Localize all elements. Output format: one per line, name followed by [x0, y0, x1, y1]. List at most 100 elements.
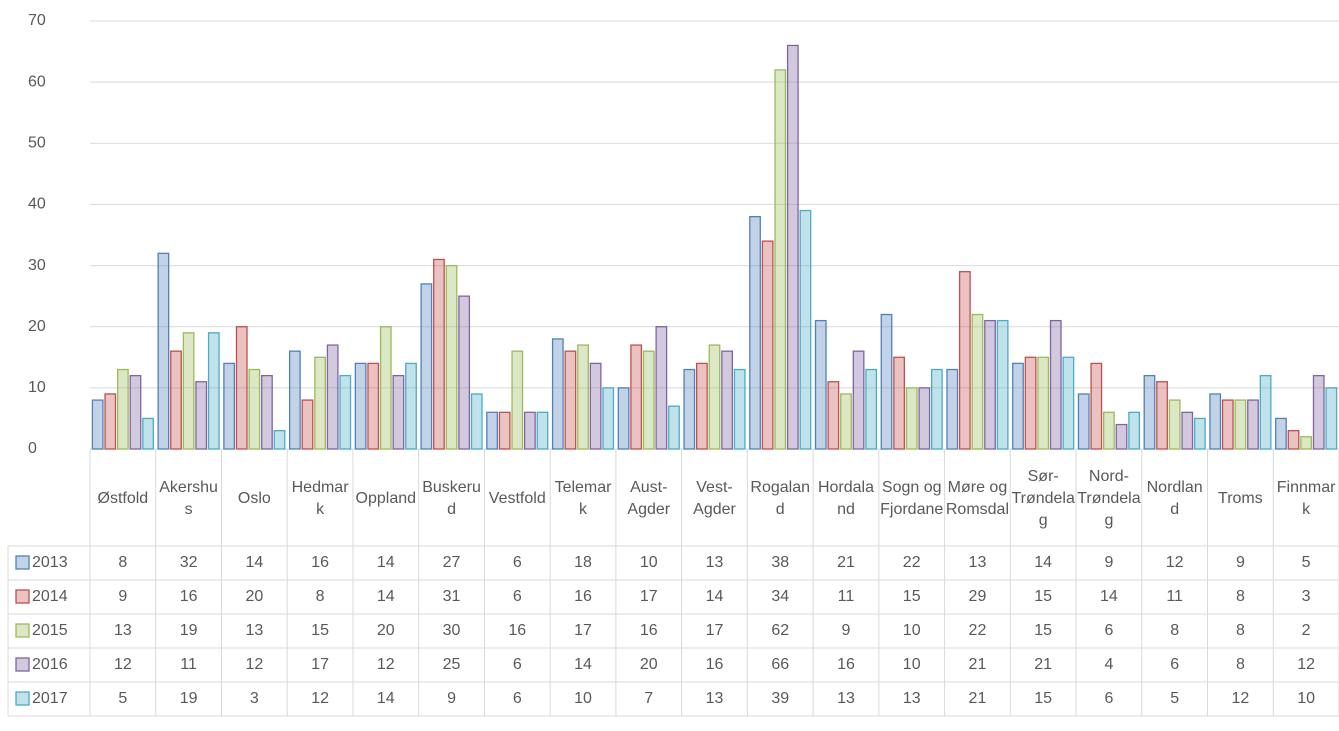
table-value: 22 — [903, 554, 921, 571]
bar — [1275, 417, 1287, 450]
table-value: 6 — [513, 656, 522, 673]
bar — [523, 411, 536, 450]
bar — [918, 387, 931, 450]
bar — [223, 362, 236, 450]
bar — [1259, 374, 1272, 450]
table-value: 17 — [706, 622, 724, 639]
bar — [589, 362, 602, 450]
table-value: 10 — [903, 656, 921, 673]
table-value: 19 — [180, 690, 198, 707]
x-tick-label: Telemark — [554, 479, 612, 518]
table-value: 3 — [250, 690, 259, 707]
bar — [865, 368, 878, 450]
bar — [207, 332, 220, 450]
legend-key — [15, 657, 30, 672]
table-value: 13 — [114, 622, 132, 639]
table-value: 6 — [513, 690, 522, 707]
bar — [1209, 393, 1222, 450]
legend-label: 2014 — [32, 588, 68, 605]
table-value: 7 — [644, 690, 653, 707]
legend-key — [15, 691, 30, 706]
x-tick-label: Oppland — [355, 490, 417, 507]
table-value: 34 — [771, 588, 789, 605]
bar — [577, 344, 589, 450]
legend-label: 2017 — [32, 690, 68, 707]
bar — [445, 264, 458, 450]
table-value: 18 — [574, 554, 592, 571]
x-tick-label: Troms — [1218, 490, 1263, 507]
table-value: 15 — [903, 588, 921, 605]
table-value: 6 — [1104, 690, 1113, 707]
legend-label: 2015 — [32, 622, 68, 639]
bar — [827, 381, 840, 450]
table-value: 13 — [706, 554, 724, 571]
bar — [314, 356, 326, 450]
table-value: 12 — [377, 656, 395, 673]
bar — [1090, 362, 1103, 450]
bar — [1181, 411, 1194, 450]
table-value: 8 — [1236, 588, 1245, 605]
x-tick-label: Sør-Trøndelag — [1011, 468, 1075, 529]
table-value: 16 — [640, 622, 658, 639]
x-tick-label: Hedmark — [291, 479, 349, 518]
x-tick-label: Rogaland — [750, 479, 811, 518]
table-value: 29 — [969, 588, 987, 605]
bar — [433, 258, 445, 450]
bar — [1247, 399, 1259, 450]
table-value: 4 — [1104, 656, 1113, 673]
table-value: 13 — [903, 690, 921, 707]
table-value: 13 — [245, 622, 263, 639]
x-tick-label: Møre og Romsdal — [945, 479, 1010, 518]
bar — [498, 411, 511, 450]
table-value: 21 — [837, 554, 855, 571]
bar — [379, 326, 392, 450]
table-value: 19 — [180, 622, 198, 639]
table-value: 15 — [311, 622, 329, 639]
bar — [893, 356, 906, 450]
bar — [195, 381, 208, 450]
table-value: 16 — [508, 622, 526, 639]
table-value: 11 — [180, 656, 197, 673]
bar — [1049, 319, 1062, 450]
bar — [971, 313, 984, 450]
bar — [551, 338, 564, 450]
bar — [814, 319, 827, 450]
bar — [880, 313, 893, 450]
y-tick-label: 60 — [28, 73, 46, 90]
bar — [602, 387, 615, 450]
table-value: 9 — [1104, 554, 1113, 571]
bar — [630, 344, 643, 450]
table-value: 5 — [1170, 690, 1179, 707]
bar — [116, 368, 129, 450]
table-value: 32 — [180, 554, 198, 571]
bar — [958, 271, 971, 450]
bar — [248, 368, 261, 450]
table-value: 9 — [1236, 554, 1245, 571]
bar — [905, 387, 918, 450]
table-value: 31 — [443, 588, 461, 605]
table-value: 17 — [640, 588, 658, 605]
bar — [1077, 393, 1090, 450]
bar — [946, 368, 959, 450]
table-value: 13 — [706, 690, 724, 707]
table-value: 14 — [377, 554, 395, 571]
bar — [761, 240, 774, 450]
table-value: 6 — [1104, 622, 1113, 639]
table-value: 9 — [118, 588, 127, 605]
bar — [1037, 356, 1050, 450]
x-tick-label: Hordaland — [817, 479, 874, 518]
table-value: 25 — [443, 656, 461, 673]
bar — [420, 283, 433, 450]
bar — [392, 374, 405, 450]
x-tick-label: Vest-Agder — [693, 479, 736, 518]
table-value: 8 — [316, 588, 325, 605]
table-value: 5 — [118, 690, 127, 707]
table-value: 62 — [771, 622, 789, 639]
table-value: 20 — [640, 656, 658, 673]
table-value: 16 — [706, 656, 724, 673]
bar — [536, 411, 549, 450]
table-value: 17 — [311, 656, 329, 673]
bar — [1221, 399, 1234, 450]
table-value: 6 — [1170, 656, 1179, 673]
